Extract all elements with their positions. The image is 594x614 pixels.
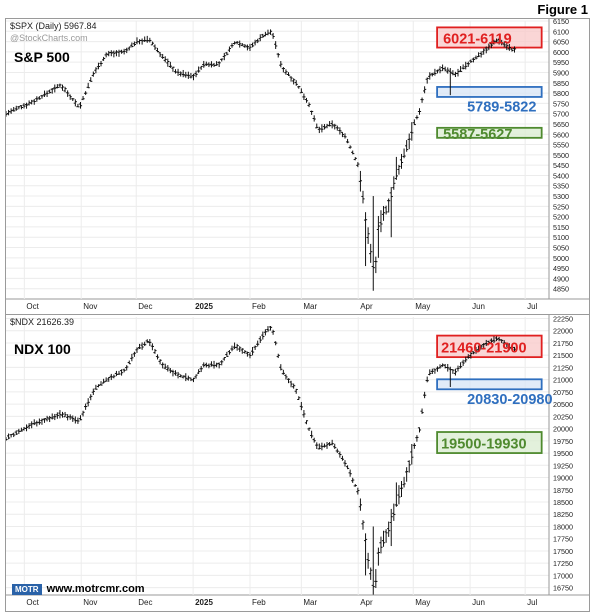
y-tick-label: 5650 [553, 120, 569, 129]
x-tick-label: Oct [26, 302, 39, 311]
ndx-chart-panel: 16750 17000 17250 17500 17750 18000 18250 18500… [5, 314, 590, 612]
ndx-chart: 16750 17000 17250 17500 17750 18000 18250 18500… [6, 315, 589, 607]
y-tick-label: 5550 [553, 141, 569, 150]
x-tick-label: Nov [83, 302, 97, 311]
spx-chart-panel: 4850 4900 4950 5000 5050 5100 5150 5200 5250 5300… [5, 18, 590, 316]
y-tick-label: 18500 [553, 498, 573, 507]
y-tick-label: 5350 [553, 182, 569, 191]
zone-box [436, 378, 543, 391]
brand-url: www.motrcmr.com [46, 583, 145, 595]
x-tick-label: Nov [83, 598, 97, 607]
y-tick-label: 5800 [553, 89, 569, 98]
y-tick-label: 5900 [553, 68, 569, 77]
y-tick-label: 18000 [553, 522, 573, 531]
motr-logo: MOTR [12, 583, 42, 595]
y-tick-label: 5400 [553, 171, 569, 180]
x-tick-label: Mar [303, 302, 317, 311]
y-tick-label: 22000 [553, 327, 573, 336]
y-tick-label: 20250 [553, 412, 573, 421]
y-tick-label: 5600 [553, 130, 569, 139]
y-tick-label: 4900 [553, 274, 569, 283]
y-tick-label: 6150 [553, 19, 569, 26]
y-tick-label: 5700 [553, 110, 569, 119]
y-tick-label: 19750 [553, 437, 573, 446]
y-tick-label: 17250 [553, 559, 573, 568]
y-tick-label: 5100 [553, 233, 569, 242]
y-tick-label: 5200 [553, 213, 569, 222]
y-tick-label: 5150 [553, 223, 569, 232]
zone-label: 5587-5627 [443, 127, 512, 143]
y-tick-label: 5050 [553, 244, 569, 253]
x-tick-label: Oct [26, 598, 39, 607]
y-tick-label: 21000 [553, 376, 573, 385]
y-tick-label: 20000 [553, 425, 573, 434]
y-tick-label: 5850 [553, 79, 569, 88]
ndx-header: $NDX 21626.39 [10, 317, 75, 327]
y-tick-label: 5000 [553, 254, 569, 263]
x-tick-label: Jun [472, 302, 485, 311]
x-tick-label: Jul [527, 302, 537, 311]
x-tick-label: Jun [472, 598, 485, 607]
y-tick-label: 17750 [553, 535, 573, 544]
y-tick-label: 6000 [553, 48, 569, 57]
y-tick-label: 19500 [553, 449, 573, 458]
y-tick-label: 21500 [553, 351, 573, 360]
y-tick-label: 18250 [553, 510, 573, 519]
y-tick-label: 5950 [553, 58, 569, 67]
y-tick-label: 5500 [553, 151, 569, 160]
y-tick-label: 19250 [553, 461, 573, 470]
y-tick-label: 5300 [553, 192, 569, 201]
y-tick-label: 17500 [553, 547, 573, 556]
x-tick-label: Feb [252, 598, 266, 607]
spx-title: S&P 500 [14, 49, 70, 65]
y-tick-label: 5450 [553, 161, 569, 170]
price-bars [6, 326, 517, 595]
y-tick-label: 4950 [553, 264, 569, 273]
x-tick-label: Mar [303, 598, 317, 607]
zone-box [436, 334, 543, 359]
y-tick-label: 5750 [553, 99, 569, 108]
figure-label: Figure 1 [537, 2, 588, 17]
zone-label: 5789-5822 [467, 99, 536, 115]
spx-header: $SPX (Daily) 5967.84 [10, 21, 97, 31]
y-tick-label: 16750 [553, 584, 573, 593]
y-tick-label: 6100 [553, 27, 569, 36]
y-tick-label: 18750 [553, 486, 573, 495]
y-tick-label: 17000 [553, 571, 573, 580]
zone-label: 19500-19930 [441, 437, 526, 453]
x-tick-label: May [415, 302, 430, 311]
stockcharts-watermark: @StockCharts.com [10, 33, 88, 43]
y-tick-label: 20500 [553, 400, 573, 409]
x-tick-label: Dec [138, 598, 152, 607]
zone-label: 21460-21900 [441, 340, 526, 356]
x-tick-label: 2025 [195, 598, 213, 607]
y-tick-label: 4850 [553, 285, 569, 294]
zone-label: 6021-6119 [443, 31, 512, 47]
x-tick-label: Apr [360, 598, 373, 607]
y-tick-label: 19000 [553, 474, 573, 483]
x-tick-label: Jul [527, 598, 537, 607]
y-tick-label: 20750 [553, 388, 573, 397]
price-bars [6, 29, 517, 291]
branding: MOTR www.motrcmr.com [12, 583, 145, 595]
zone-box [436, 431, 543, 454]
x-tick-label: Dec [138, 302, 152, 311]
x-tick-label: May [415, 598, 430, 607]
zone-box [436, 86, 543, 98]
x-tick-label: 2025 [195, 302, 213, 311]
y-tick-label: 6050 [553, 38, 569, 47]
y-tick-label: 21750 [553, 339, 573, 348]
x-tick-label: Feb [252, 302, 266, 311]
zone-box [436, 126, 543, 139]
y-tick-label: 5250 [553, 202, 569, 211]
y-tick-label: 22250 [553, 315, 573, 323]
x-tick-label: Apr [360, 302, 373, 311]
y-tick-label: 21250 [553, 363, 573, 372]
zone-label: 20830-20980 [467, 392, 552, 408]
zone-box [436, 26, 543, 49]
ndx-title: NDX 100 [14, 341, 71, 357]
